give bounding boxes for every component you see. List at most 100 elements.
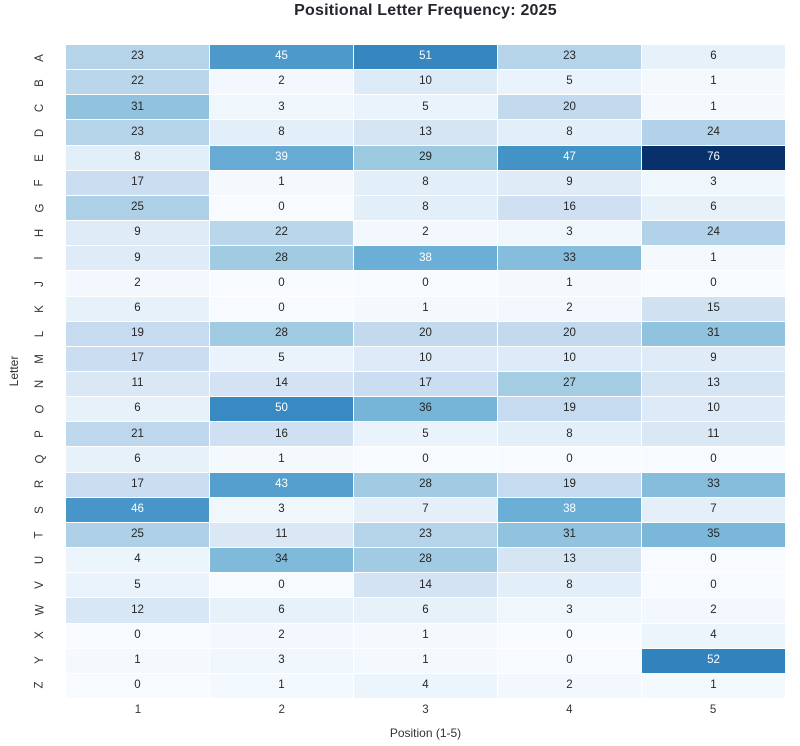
heatmap-cell-T-3: 23 [354,522,497,548]
heatmap-cell-B-4: 5 [498,70,641,95]
heatmap-cell-B-1: 22 [66,70,209,95]
heatmap-cell-C-2: 3 [210,95,353,120]
y-tick-I: I [33,256,46,261]
heatmap-cell-A-4: 23 [498,45,641,70]
y-tick-H: H [34,229,46,238]
heatmap-cell-A-1: 23 [66,45,209,70]
y-tick-L: L [34,330,46,337]
heatmap-cell-S-1: 46 [66,497,209,522]
y-tick-U: U [34,555,46,564]
y-tick-Q: Q [33,454,46,464]
heatmap-cell-L-4: 20 [498,321,641,346]
heatmap-cell-D-1: 23 [66,120,209,145]
y-tick-R: R [34,480,46,489]
heatmap-cell-E-3: 29 [354,145,497,170]
heatmap-cell-B-5: 1 [642,70,785,95]
heatmap-cell-L-5: 31 [642,321,785,346]
heatmap-cell-J-3: 0 [354,271,497,296]
heatmap-cell-Q-1: 6 [66,447,209,472]
x-axis-label: Position (1-5) [389,726,462,740]
heatmap-cell-T-1: 25 [66,522,209,548]
heatmap-cell-U-4: 13 [498,548,641,573]
heatmap-cell-Z-3: 4 [354,673,497,698]
heatmap-cell-D-2: 8 [210,120,353,145]
heatmap-cell-N-3: 17 [354,372,497,397]
heatmap-cell-M-5: 9 [642,346,785,371]
x-axis-tick-labels: 1 2 3 4 5 [66,704,785,716]
heatmap-cell-D-4: 8 [498,120,641,145]
heatmap-cell-W-5: 2 [642,598,785,623]
y-tick-D: D [34,128,46,138]
heatmap-cell-K-4: 2 [498,296,641,321]
heatmap-cell-G-2: 0 [210,195,353,221]
heatmap-cell-I-2: 28 [210,246,353,271]
y-tick-F: F [34,179,46,187]
y-tick-T: T [34,531,46,539]
heatmap-cell-K-2: 0 [210,296,353,321]
heatmap-cell-R-3: 28 [354,472,497,497]
heatmap-cell-R-5: 33 [642,472,785,497]
heatmap-cell-Y-5: 52 [642,648,785,673]
heatmap-cell-N-2: 14 [210,372,353,397]
chart-title: Positional Letter Frequency: 2025 [294,2,557,19]
heatmap-cell-S-5: 7 [642,497,785,522]
heatmap-cell-I-5: 1 [642,246,785,271]
heatmap-cell-R-1: 17 [66,472,209,497]
heatmap-cell-M-2: 5 [210,346,353,371]
heatmap-cell-F-4: 9 [498,170,641,195]
x-tick-1: 1 [134,704,142,716]
y-tick-B: B [33,78,46,87]
heatmap-cell-N-1: 11 [66,372,209,397]
heatmap-cell-X-1: 0 [66,623,209,648]
heatmap-cell-U-1: 4 [66,548,209,573]
heatmap-cell-R-4: 19 [498,472,641,497]
heatmap-cell-F-1: 17 [66,170,209,195]
y-tick-C: C [34,103,46,112]
heatmap-cell-A-2: 45 [210,45,353,70]
heatmap-cell-V-2: 0 [210,573,353,598]
heatmap-grid: 23 45 51 23 6 22 2 10 5 1 31 3 5 20 1 23 8 13 8 24 8 39 29 47 76… [66,45,785,698]
x-tick-2: 2 [278,704,285,716]
heatmap-cell-H-5: 24 [642,221,785,246]
heatmap-cell-Z-2: 1 [210,673,353,698]
heatmap-cell-Z-5: 1 [642,673,785,698]
heatmap-cell-O-1: 6 [66,397,209,422]
heatmap-cell-C-1: 31 [66,95,209,120]
y-tick-P: P [33,430,46,439]
heatmap-cell-W-2: 6 [210,598,353,623]
heatmap-cell-O-3: 36 [354,397,497,422]
y-tick-X: X [33,631,46,639]
y-tick-E: E [33,154,46,162]
heatmap-cell-E-5: 76 [642,145,785,170]
y-tick-Z: Z [34,681,46,689]
heatmap-cell-B-2: 2 [210,70,353,95]
heatmap-cell-A-5: 6 [642,45,785,70]
heatmap-cell-N-5: 13 [642,372,785,397]
y-tick-A: A [33,53,46,62]
heatmap-cell-G-5: 6 [642,195,785,221]
heatmap-cell-Q-3: 0 [354,447,497,472]
heatmap-cell-D-3: 13 [354,120,497,145]
x-tick-4: 4 [566,704,573,716]
heatmap-cell-P-4: 8 [498,422,641,447]
heatmap-cell-S-3: 7 [354,497,497,522]
heatmap-cell-L-1: 19 [66,321,209,346]
heatmap-cell-S-2: 3 [210,497,353,522]
heatmap-cell-W-4: 3 [498,598,641,623]
heatmap-cell-P-2: 16 [210,422,353,447]
x-tick-5: 5 [709,704,717,716]
heatmap-cell-H-3: 2 [354,221,497,246]
y-axis-label: Letter [7,355,21,387]
heatmap-cell-C-5: 1 [642,95,785,120]
y-tick-V: V [33,581,46,589]
heatmap-cell-K-3: 1 [354,296,497,321]
heatmap-cell-O-4: 19 [498,397,641,422]
heatmap-cell-S-4: 38 [498,497,641,522]
heatmap-cell-G-4: 16 [498,195,641,221]
heatmap-cell-Z-1: 0 [66,673,209,698]
heatmap-cell-A-3: 51 [354,45,497,70]
heatmap-cell-V-4: 8 [498,573,641,598]
heatmap-cell-X-4: 0 [498,623,641,648]
heatmap-cell-Y-2: 3 [210,648,353,673]
